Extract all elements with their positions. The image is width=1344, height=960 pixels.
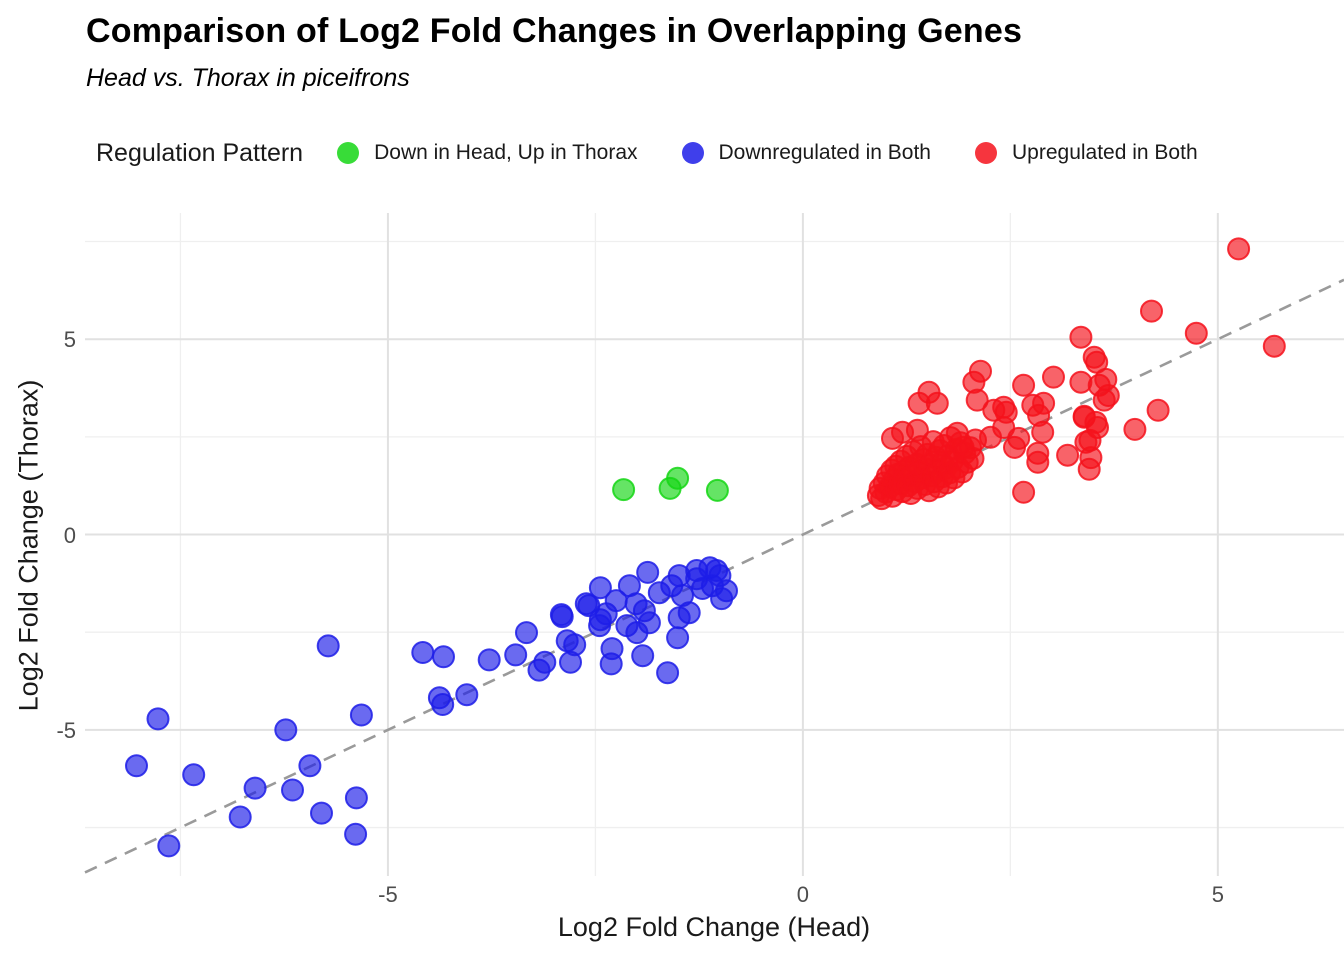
legend-swatch-icon xyxy=(975,142,997,164)
scatter-point xyxy=(125,754,148,778)
scatter-point xyxy=(550,605,574,629)
scatter-point xyxy=(1003,435,1026,459)
scatter-point xyxy=(533,650,557,674)
chart-title: Comparison of Log2 Fold Changes in Overl… xyxy=(86,12,1023,50)
series-2 xyxy=(866,237,1286,511)
scatter-point xyxy=(349,703,373,727)
scatter-point xyxy=(1077,457,1101,481)
chart-subtitle: Head vs. Thorax in piceifrons xyxy=(86,64,410,92)
scatter-point xyxy=(1074,430,1098,454)
series-0 xyxy=(612,466,729,502)
scatter-point xyxy=(994,400,1018,424)
y-tick-label: -5 xyxy=(56,717,76,743)
scatter-point xyxy=(636,560,660,584)
scatter-point xyxy=(310,801,333,825)
scatter-point xyxy=(1012,373,1036,397)
scatter-point xyxy=(1031,420,1055,444)
scatter-point xyxy=(1084,410,1108,434)
scatter-point xyxy=(1092,388,1116,412)
scatter-point xyxy=(612,478,636,502)
scatter-point xyxy=(1026,450,1050,474)
scatter-point xyxy=(1069,325,1093,349)
scatter-point xyxy=(316,634,340,658)
scatter-point xyxy=(969,359,992,383)
scatter-point xyxy=(1094,367,1118,391)
x-axis-title: Log2 Fold Change (Head) xyxy=(557,912,871,942)
series-1 xyxy=(125,556,738,858)
legend-swatch-icon xyxy=(337,142,360,164)
identity-reference-line xyxy=(84,278,1344,874)
scatter-point xyxy=(563,633,587,657)
x-tick-label: 5 xyxy=(1211,882,1224,907)
scatter-point xyxy=(504,643,528,667)
scatter-point xyxy=(515,621,538,645)
scatter-point xyxy=(1056,443,1080,467)
scatter-point xyxy=(631,644,655,668)
scatter-point xyxy=(881,426,904,450)
legend-label: Upregulated in Both xyxy=(1012,141,1198,164)
scatter-point xyxy=(344,822,368,846)
scatter-point xyxy=(274,718,298,742)
scatter-point xyxy=(228,805,252,829)
scatter-point xyxy=(182,763,206,787)
scatter-point xyxy=(705,478,729,502)
scatter-point xyxy=(637,611,661,635)
legend-label: Downregulated in Both xyxy=(718,141,931,164)
y-tick-label: 5 xyxy=(63,327,76,353)
scatter-point xyxy=(1262,334,1286,358)
scatter-point xyxy=(588,576,612,600)
scatter-point xyxy=(243,776,267,800)
scatter-point xyxy=(146,707,170,731)
scatter-point xyxy=(477,648,501,672)
scatter-point xyxy=(1227,237,1251,261)
scatter-point xyxy=(431,693,455,716)
y-tick-label: 0 xyxy=(63,522,76,548)
legend-item-0: Down in Head, Up in Thorax xyxy=(337,141,638,165)
legend-label: Down in Head, Up in Thorax xyxy=(374,141,638,164)
scatter-point xyxy=(1184,321,1208,345)
scatter-point xyxy=(925,391,949,415)
scatter-point xyxy=(455,683,479,707)
scatter-point xyxy=(298,754,322,778)
scatter-point xyxy=(599,652,623,676)
scatter-point xyxy=(666,466,690,490)
scatter-point xyxy=(411,641,435,664)
x-tick-label: 0 xyxy=(796,882,809,907)
scatter-point xyxy=(964,428,987,452)
scatter-point xyxy=(1042,365,1065,389)
legend-title: Regulation Pattern xyxy=(96,138,304,167)
legend-item-2: Upregulated in Both xyxy=(975,141,1198,165)
scatter-point xyxy=(656,661,680,685)
scatter-point xyxy=(281,778,304,802)
scatter-point xyxy=(965,388,989,412)
legend-swatch-icon xyxy=(681,142,704,164)
scatter-point xyxy=(1123,417,1147,441)
legend-item-1: Downregulated in Both xyxy=(681,141,931,165)
scatter-point xyxy=(1140,299,1163,323)
scatter-point xyxy=(715,579,738,603)
scatter-point xyxy=(1012,480,1036,504)
x-tick-label: -5 xyxy=(378,882,398,907)
scatter-point xyxy=(157,834,181,858)
scatter-point xyxy=(432,645,455,669)
scatter-point xyxy=(1146,398,1170,422)
scatter-point xyxy=(666,626,690,650)
legend: Regulation Pattern Down in Head, Up in T… xyxy=(96,130,1326,176)
scatter-point xyxy=(677,601,701,625)
scatter-point xyxy=(344,786,368,810)
